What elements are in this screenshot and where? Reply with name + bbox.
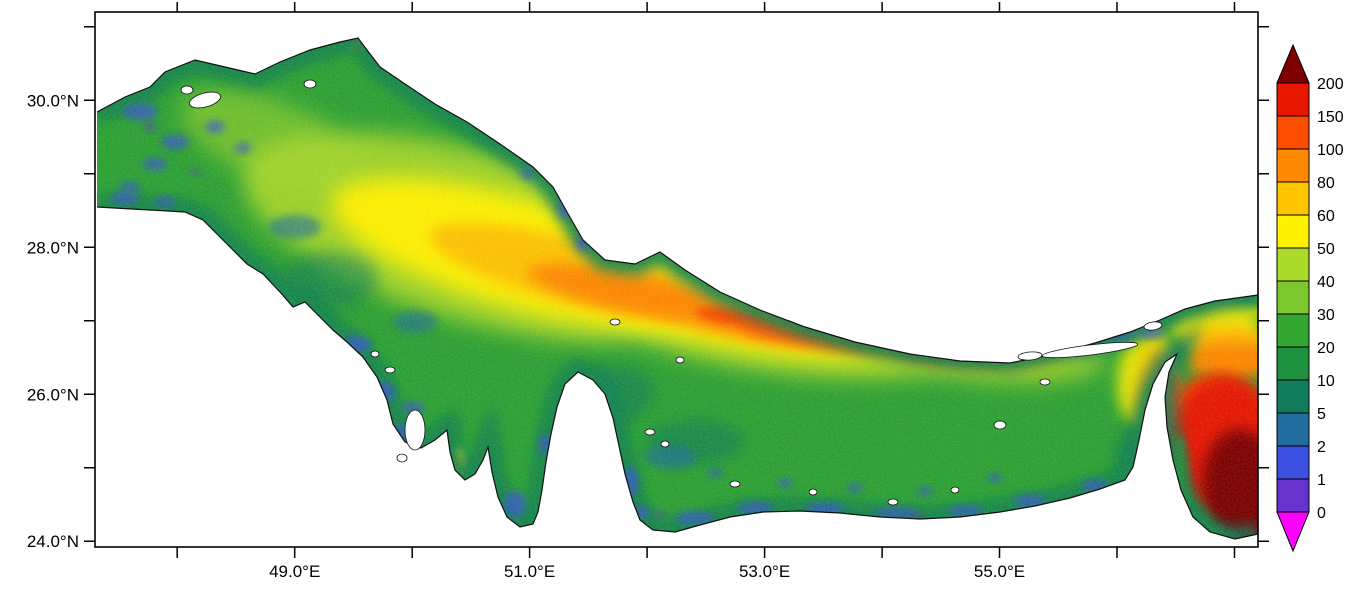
water-field — [97, 38, 1258, 539]
x-tick-label-53e: 53.0°E — [739, 562, 790, 581]
y-tick-label-30n: 30.0°N — [27, 92, 79, 111]
x-axis-ticks-top — [176, 2, 1236, 12]
colorbar-cell-50-60 — [1276, 214, 1310, 249]
x-tick-label-55e: 55.0°E — [974, 562, 1025, 581]
colorbar: 0 1 2 5 10 20 30 40 50 60 80 100 150 200 — [1276, 43, 1344, 553]
colorbar-label-200: 200 — [1317, 76, 1344, 93]
colorbar-label-40: 40 — [1317, 274, 1335, 291]
colorbar-cell-10-20 — [1276, 346, 1310, 381]
colorbar-cell-0-1 — [1276, 478, 1310, 513]
colorbar-cell-20-30 — [1276, 313, 1310, 348]
colorbar-label-50: 50 — [1317, 241, 1335, 258]
speckle-dark — [97, 38, 1258, 539]
colorbar-label-0: 0 — [1317, 505, 1326, 522]
colorbar-label-30: 30 — [1317, 307, 1335, 324]
colorbar-cell-2-5 — [1276, 412, 1310, 447]
y-tick-label-26n: 26.0°N — [27, 386, 79, 405]
islands — [180, 79, 1163, 506]
y-axis-ticks-right — [1258, 25, 1269, 542]
colorbar-label-2: 2 — [1317, 439, 1326, 456]
colorbar-label-150: 150 — [1317, 109, 1344, 126]
colorbar-label-60: 60 — [1317, 208, 1335, 225]
x-axis-ticks-bottom — [176, 547, 1236, 558]
colorbar-arrow-under — [1276, 511, 1310, 553]
x-tick-label-51e: 51.0°E — [504, 562, 555, 581]
colorbar-label-1: 1 — [1317, 472, 1326, 489]
x-tick-label-49e: 49.0°E — [269, 562, 320, 581]
colorbar-arrow-over — [1276, 43, 1310, 84]
colorbar-label-100: 100 — [1317, 142, 1344, 159]
map-area — [96, 37, 1259, 540]
colorbar-label-10: 10 — [1317, 373, 1335, 390]
colorbar-cell-1-2 — [1276, 445, 1310, 480]
colorbar-cell-100-150 — [1276, 115, 1310, 150]
colorbar-label-5: 5 — [1317, 406, 1326, 423]
colorbar-cell-5-10 — [1276, 379, 1310, 414]
y-tick-label-24n: 24.0°N — [27, 532, 79, 551]
y-axis-ticks-left — [84, 25, 95, 542]
colorbar-label-80: 80 — [1317, 175, 1335, 192]
colorbar-cell-30-40 — [1276, 280, 1310, 315]
colorbar-cell-40-50 — [1276, 247, 1310, 282]
plot-frame — [94, 11, 1259, 548]
colorbar-cell-150-200 — [1276, 82, 1310, 117]
colorbar-cell-60-80 — [1276, 181, 1310, 216]
colorbar-label-20: 20 — [1317, 340, 1335, 357]
colorbar-cell-80-100 — [1276, 148, 1310, 183]
y-tick-label-28n: 28.0°N — [27, 239, 79, 258]
